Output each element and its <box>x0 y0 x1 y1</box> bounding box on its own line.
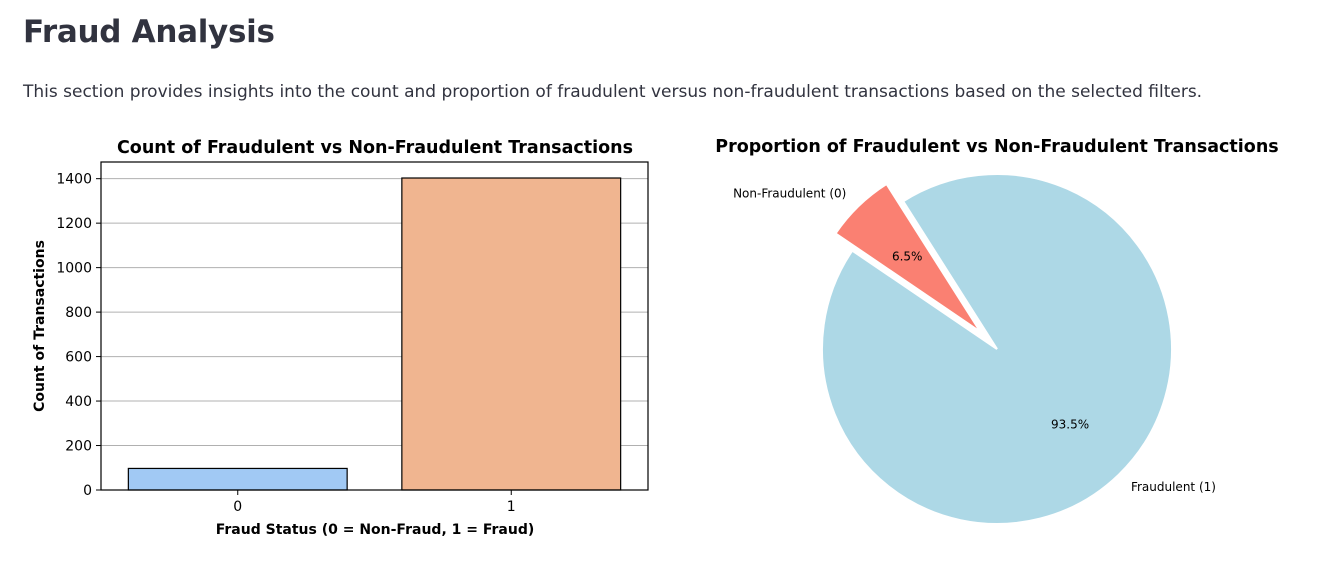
page-description: This section provides insights into the … <box>23 82 1203 102</box>
y-tick-label: 800 <box>65 305 92 321</box>
y-tick-label: 200 <box>65 439 92 455</box>
bar-series <box>127 177 622 491</box>
pie-chart-title: Proportion of Fraudulent vs Non-Fraudule… <box>715 137 1278 157</box>
y-tick-label: 600 <box>65 350 92 366</box>
y-tick-label: 1200 <box>56 216 92 232</box>
pie-slices <box>821 173 1173 525</box>
pie-slice-0 <box>834 182 982 333</box>
bar-chart-title: Count of Fraudulent vs Non-Fraudulent Tr… <box>117 138 633 158</box>
pie-category-label: Fraudulent (1) <box>1131 480 1216 494</box>
y-tick-label: 400 <box>65 394 92 410</box>
y-tick-label: 1400 <box>56 172 92 188</box>
x-tick-label: 1 <box>507 499 516 515</box>
y-tick-label: 1000 <box>56 261 92 277</box>
bar-plot-frame <box>100 161 649 491</box>
pie-labels: 6.5% Non-Fraudulent (0) 93.5% Fraudulent (1… <box>733 187 1216 495</box>
pie-category-label: Non-Fraudulent (0) <box>733 187 846 201</box>
page-title: Fraud Analysis <box>23 14 275 50</box>
x-tick-label: 0 <box>233 499 242 515</box>
pie-percent-label: 6.5% <box>892 249 923 263</box>
bar-1 <box>401 177 622 491</box>
pie-slice-1 <box>821 173 1173 525</box>
y-tick-label: 0 <box>83 483 92 499</box>
bar-y-ticks: 0 200 400 600 800 1000 1200 1400 <box>56 172 101 499</box>
bar-chart: Count of Fraudulent vs Non-Fraudulent Tr… <box>32 138 649 538</box>
bar-y-axis-label: Count of Transactions <box>32 240 48 412</box>
bar-0 <box>127 467 348 491</box>
pie-percent-label: 93.5% <box>1051 417 1089 431</box>
bar-x-axis-label: Fraud Status (0 = Non-Fraud, 1 = Fraud) <box>216 522 535 538</box>
